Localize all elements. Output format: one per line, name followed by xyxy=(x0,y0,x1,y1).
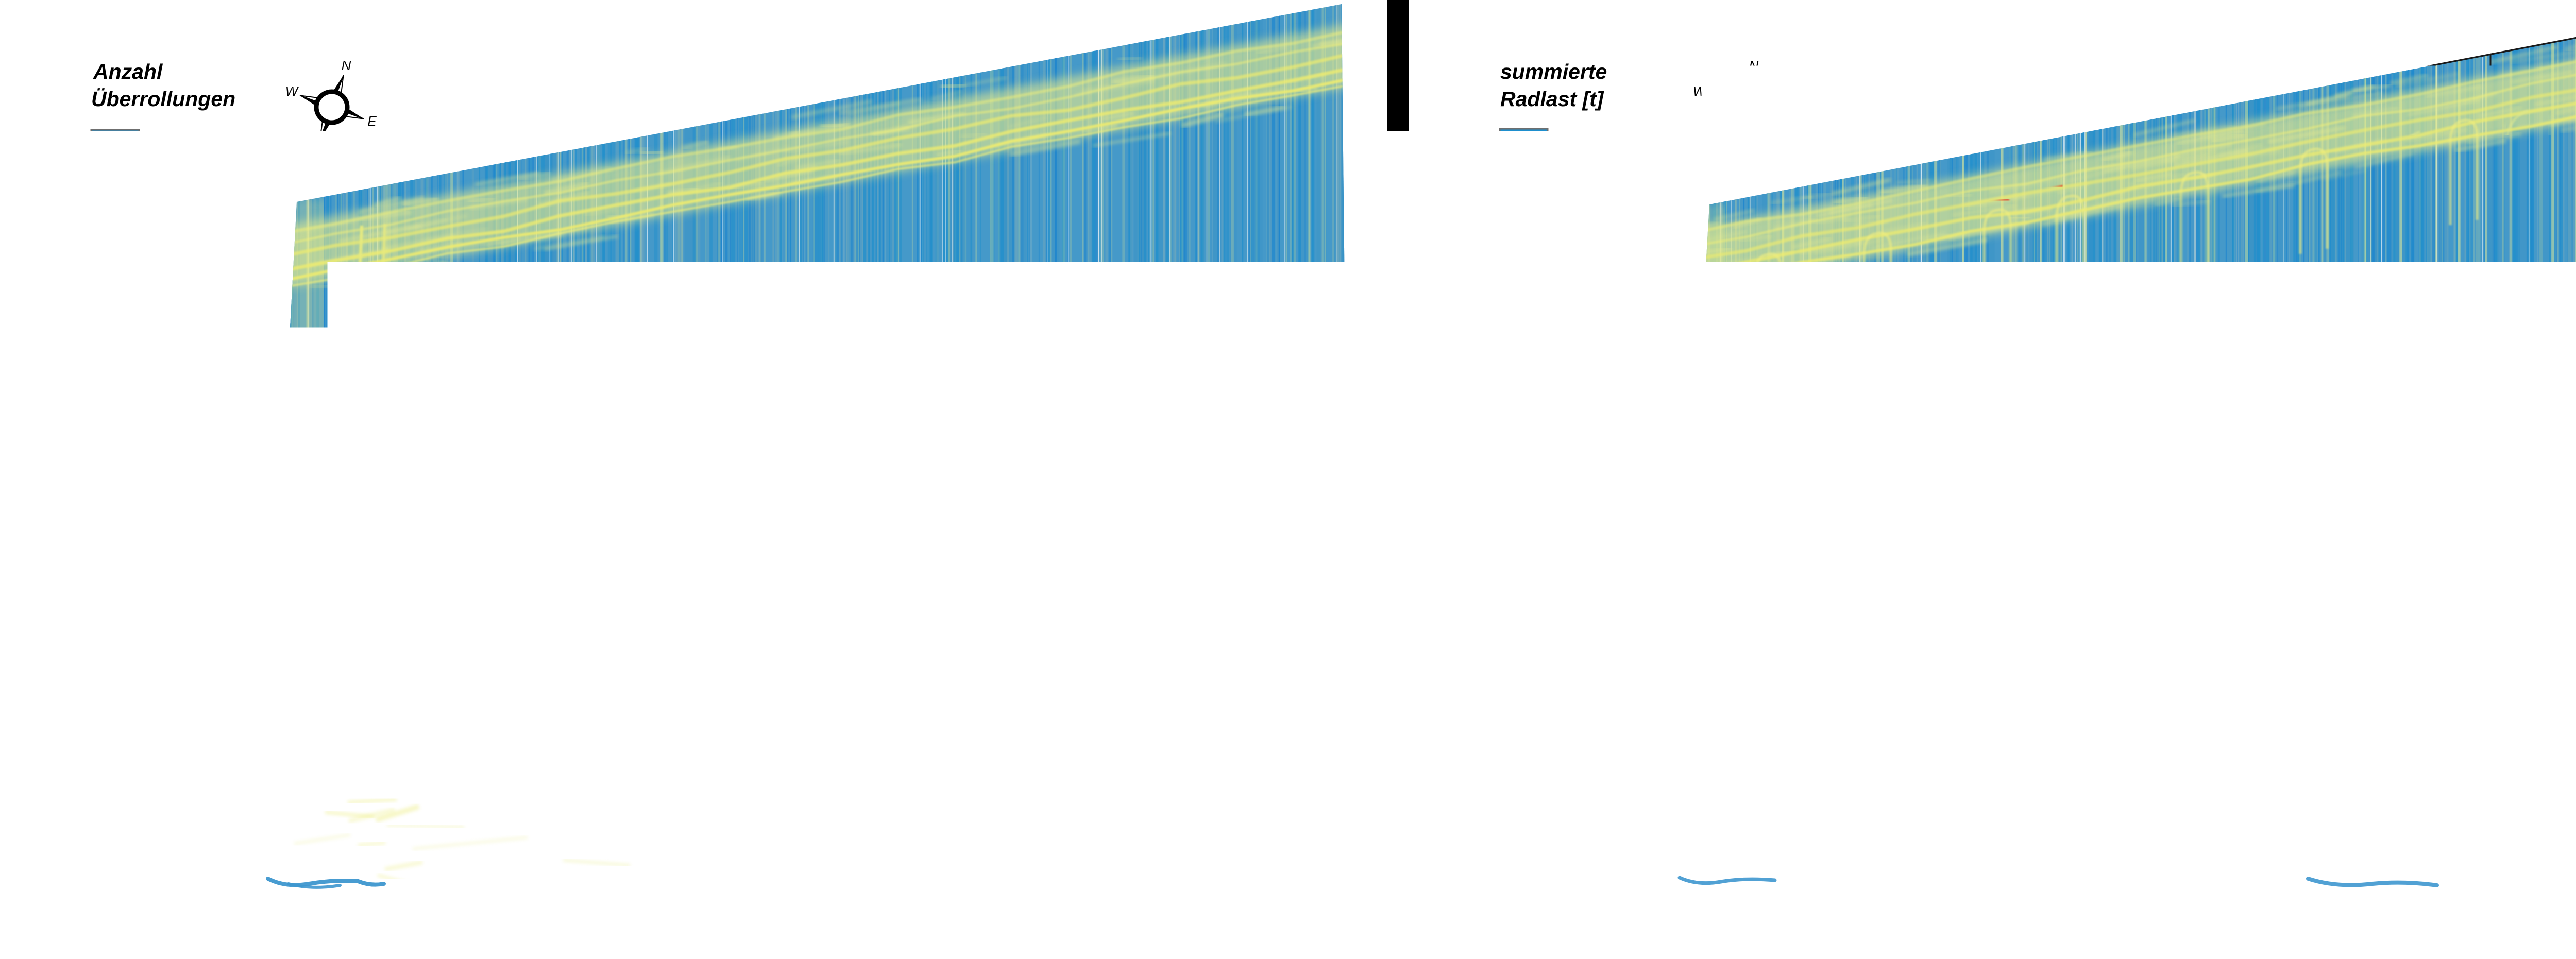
svg-text:70 - 80: 70 - 80 xyxy=(1556,383,1617,404)
svg-text:51 - 60: 51 - 60 xyxy=(148,292,209,313)
svg-text:121 - 130: 121 - 130 xyxy=(148,517,231,539)
svg-text:0: 0 xyxy=(890,896,901,917)
svg-text:180 - 190: 180 - 190 xyxy=(1556,781,1639,802)
svg-text:181 - 190: 181 - 190 xyxy=(148,711,231,732)
svg-text:141 - 150: 141 - 150 xyxy=(148,581,231,603)
svg-text:E: E xyxy=(367,113,377,129)
svg-text:120 - 130: 120 - 130 xyxy=(1556,564,1639,586)
svg-text:191 - 200: 191 - 200 xyxy=(148,743,231,764)
svg-text:41 - 50: 41 - 50 xyxy=(148,259,209,281)
svg-text:61 - 70: 61 - 70 xyxy=(148,324,209,346)
svg-text:50: 50 xyxy=(2487,896,2509,917)
svg-text:S: S xyxy=(312,140,321,156)
svg-text:111 - 120: 111 - 120 xyxy=(148,485,228,507)
svg-text:21 - 30: 21 - 30 xyxy=(147,195,209,216)
svg-text:150 -160: 150 -160 xyxy=(1556,672,1634,694)
svg-text:N: N xyxy=(1749,58,1759,73)
svg-text:170 -180: 170 -180 xyxy=(1556,745,1634,766)
svg-text:1 - 10: 1 - 10 xyxy=(148,130,198,152)
svg-text:Meter: Meter xyxy=(1304,896,1353,917)
svg-text:71 - 80: 71 - 80 xyxy=(148,356,209,378)
svg-text:151 - 160: 151 - 160 xyxy=(148,614,231,636)
svg-text:91 - 100: 91 - 100 xyxy=(148,420,219,442)
svg-text:100 - 110: 100 - 110 xyxy=(1556,491,1638,513)
svg-text:50: 50 xyxy=(1078,896,1099,917)
svg-text:20 - 30: 20 - 30 xyxy=(1556,202,1617,224)
svg-text:131 - 140: 131 - 140 xyxy=(148,550,231,571)
svg-text:30 - 40: 30 - 40 xyxy=(1556,238,1617,260)
svg-text:221 - 230: 221 - 230 xyxy=(147,840,231,861)
svg-text:80 - 90: 80 - 90 xyxy=(1556,419,1617,440)
svg-text:171 - 180: 171 - 180 xyxy=(148,678,231,700)
svg-text:140 - 150: 140 - 150 xyxy=(1556,636,1639,658)
svg-text:S: S xyxy=(1719,140,1728,156)
svg-text:81 - 90: 81 - 90 xyxy=(148,388,209,410)
svg-text:Radlast [t]: Radlast [t] xyxy=(1500,87,1604,111)
svg-text:Anzahl: Anzahl xyxy=(93,60,163,83)
svg-text:0: 0 xyxy=(2299,896,2310,917)
svg-text:101 - 110: 101 - 110 xyxy=(148,453,229,474)
svg-text:100: 100 xyxy=(1268,896,1300,917)
svg-text:110 -120: 110 -120 xyxy=(1556,527,1632,549)
svg-text:W: W xyxy=(285,83,299,99)
svg-text:summierte: summierte xyxy=(1500,60,1607,83)
svg-text:40 - 50: 40 - 50 xyxy=(1556,274,1617,296)
svg-text:130 - 140: 130 - 140 xyxy=(1556,600,1639,622)
svg-text:W: W xyxy=(1693,83,1707,99)
svg-text:90 - 100: 90 - 100 xyxy=(1556,455,1628,477)
svg-text:E: E xyxy=(1775,113,1784,129)
svg-text:11 - 20: 11 - 20 xyxy=(148,163,207,184)
svg-text:60 - 70: 60 - 70 xyxy=(1556,347,1617,368)
svg-text:50 - 60: 50 - 60 xyxy=(1556,311,1617,332)
svg-text:211 - 220: 211 - 220 xyxy=(147,808,229,829)
svg-text:Überrollungen: Überrollungen xyxy=(91,87,235,111)
svg-text:31 - 40: 31 - 40 xyxy=(148,227,209,249)
svg-text:190 - 200: 190 - 200 xyxy=(1556,817,1639,839)
svg-text:161 - 170: 161 - 170 xyxy=(148,646,231,668)
svg-text:201 - 210: 201 - 210 xyxy=(147,775,231,797)
svg-text:0 - 10: 0 - 10 xyxy=(1556,129,1606,151)
svg-text:200 - 600: 200 - 600 xyxy=(1556,853,1639,875)
svg-text:160 - 170: 160 - 170 xyxy=(1556,709,1639,730)
svg-text:10 - 20: 10 - 20 xyxy=(1556,165,1617,187)
svg-text:N: N xyxy=(342,58,351,73)
